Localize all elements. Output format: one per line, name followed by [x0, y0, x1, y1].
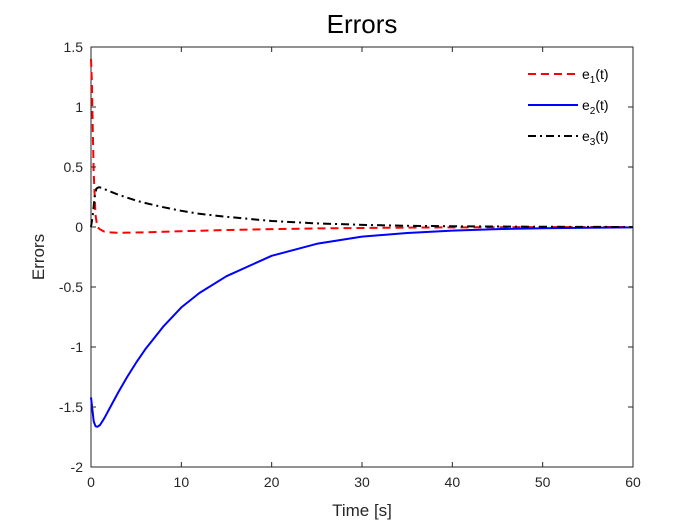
- x-axis-label: Time [s]: [332, 501, 392, 520]
- legend: e1(t) e2(t) e3(t): [528, 66, 609, 148]
- ticks-layer: 0 10 20 30 40 50 60 -2 -1.5 -1 -0.5 0 0.5 1 1.5: [59, 39, 641, 490]
- x-tick-label: 60: [625, 474, 641, 490]
- x-tick-label: 40: [445, 474, 461, 490]
- y-axis-label: Errors: [29, 234, 48, 280]
- y-tick-label: 0.5: [64, 159, 84, 175]
- series-line-2: [90, 226, 634, 428]
- x-tick-label: 30: [354, 474, 370, 490]
- y-tick-label: -1: [71, 339, 84, 355]
- series-layer: [90, 58, 634, 428]
- chart-title: Errors: [327, 9, 398, 39]
- y-tick-label: 0: [75, 219, 83, 235]
- x-tick-label: 20: [264, 474, 280, 490]
- legend-label-3: e3(t): [582, 128, 609, 148]
- x-tick-label: 10: [174, 474, 190, 490]
- legend-label-1: e1(t): [582, 66, 609, 86]
- y-tick-label: -0.5: [59, 279, 83, 295]
- y-tick-label: 1.5: [64, 39, 84, 55]
- series-line-1: [90, 58, 634, 234]
- legend-label-2: e2(t): [582, 97, 609, 117]
- series-line-3: [90, 186, 634, 228]
- y-tick-label: 1: [75, 99, 83, 115]
- x-tick-label: 0: [87, 474, 95, 490]
- plot-frame: [90, 46, 634, 468]
- y-tick-label: -2: [71, 459, 84, 475]
- plot-area: [90, 46, 634, 468]
- y-tick-label: -1.5: [59, 399, 83, 415]
- x-tick-label: 50: [535, 474, 551, 490]
